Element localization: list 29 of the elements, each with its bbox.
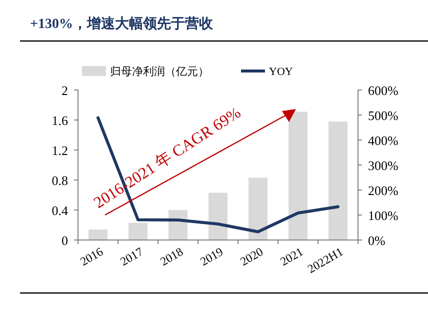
bar xyxy=(288,112,308,240)
legend-label: 归母净利润（亿元） xyxy=(110,65,209,78)
y2-tick-label: 200% xyxy=(368,183,398,198)
x-tick-label: 2020 xyxy=(238,244,266,269)
y-tick-label: 0.8 xyxy=(52,173,68,188)
y2-tick-label: 100% xyxy=(368,208,398,223)
y2-tick-label: 0% xyxy=(368,233,386,248)
y-tick-label: 1.2 xyxy=(52,143,68,158)
x-tick-label: 2018 xyxy=(158,244,186,269)
y2-tick-label: 300% xyxy=(368,158,398,173)
chart-title: +130%，增速大幅领先于营收 xyxy=(30,16,214,32)
bar xyxy=(128,222,148,240)
x-tick-label: 2019 xyxy=(198,244,226,269)
y-tick-label: 0 xyxy=(62,233,68,248)
x-tick-label: 2016 xyxy=(78,244,106,269)
legend-归母净利润（亿元）: 归母净利润（亿元） xyxy=(82,66,209,78)
y2-tick-label: 600% xyxy=(368,83,398,98)
bar xyxy=(328,122,348,240)
x-tick-label: 2021 xyxy=(278,244,306,269)
legend-label: YOY xyxy=(269,66,293,78)
bar xyxy=(208,192,228,240)
y-tick-label: 0.4 xyxy=(52,203,68,218)
bar xyxy=(88,230,108,240)
y2-tick-label: 500% xyxy=(368,108,398,123)
x-tick-label: 2017 xyxy=(118,244,146,269)
y-tick-label: 2 xyxy=(62,83,68,98)
y-tick-label: 1.6 xyxy=(52,113,68,128)
y2-tick-label: 400% xyxy=(368,133,398,148)
bar xyxy=(248,178,268,240)
